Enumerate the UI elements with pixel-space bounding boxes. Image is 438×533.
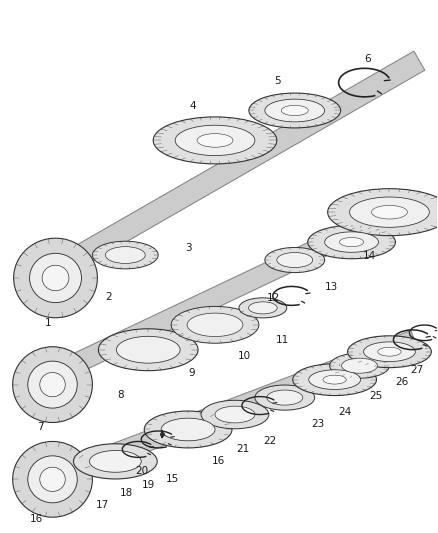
Ellipse shape <box>201 400 269 429</box>
Text: 7: 7 <box>37 423 44 432</box>
Ellipse shape <box>348 336 431 368</box>
Ellipse shape <box>328 189 438 236</box>
Ellipse shape <box>14 238 97 318</box>
Ellipse shape <box>378 348 401 356</box>
Text: 4: 4 <box>190 101 196 110</box>
Ellipse shape <box>308 225 396 259</box>
Text: 24: 24 <box>338 407 351 416</box>
Text: 5: 5 <box>275 76 281 86</box>
Ellipse shape <box>342 358 378 373</box>
Ellipse shape <box>40 373 65 397</box>
Text: 22: 22 <box>263 437 276 447</box>
Ellipse shape <box>197 134 233 147</box>
Ellipse shape <box>13 441 92 517</box>
Polygon shape <box>17 330 418 498</box>
Ellipse shape <box>161 418 215 441</box>
Text: 11: 11 <box>276 335 290 345</box>
Text: 13: 13 <box>325 282 338 292</box>
Text: 1: 1 <box>45 318 52 328</box>
Ellipse shape <box>144 411 232 448</box>
Ellipse shape <box>325 232 378 252</box>
Text: 25: 25 <box>369 391 382 401</box>
Text: 10: 10 <box>237 351 251 361</box>
Text: 3: 3 <box>185 243 191 253</box>
Polygon shape <box>16 201 404 399</box>
Ellipse shape <box>153 117 277 164</box>
Polygon shape <box>15 51 425 300</box>
Text: 21: 21 <box>236 445 250 455</box>
Ellipse shape <box>239 298 287 318</box>
Ellipse shape <box>249 93 341 128</box>
Ellipse shape <box>106 247 145 263</box>
Text: 26: 26 <box>395 377 408 386</box>
Ellipse shape <box>99 329 198 370</box>
Ellipse shape <box>267 390 303 405</box>
Ellipse shape <box>74 444 157 479</box>
Text: 15: 15 <box>166 474 179 484</box>
Ellipse shape <box>255 385 314 410</box>
Text: 23: 23 <box>311 418 324 429</box>
Ellipse shape <box>117 336 180 363</box>
Text: 18: 18 <box>120 488 133 498</box>
Text: 9: 9 <box>189 368 195 378</box>
Ellipse shape <box>309 370 360 390</box>
Ellipse shape <box>171 306 259 343</box>
Text: 16: 16 <box>212 456 225 466</box>
Ellipse shape <box>29 253 81 303</box>
Ellipse shape <box>92 241 158 269</box>
Text: 17: 17 <box>96 500 109 510</box>
Ellipse shape <box>277 253 313 268</box>
Ellipse shape <box>187 313 243 336</box>
Text: 16: 16 <box>30 514 43 524</box>
Ellipse shape <box>323 375 346 384</box>
Ellipse shape <box>89 450 141 472</box>
Text: 12: 12 <box>267 293 280 303</box>
Ellipse shape <box>339 238 364 247</box>
Ellipse shape <box>265 99 325 122</box>
Text: 6: 6 <box>364 54 371 63</box>
Ellipse shape <box>40 467 65 491</box>
Text: 20: 20 <box>136 466 149 477</box>
Text: 8: 8 <box>117 390 124 400</box>
Text: 27: 27 <box>411 365 424 375</box>
Text: 19: 19 <box>141 480 155 490</box>
Ellipse shape <box>28 361 77 408</box>
Text: 2: 2 <box>105 292 112 302</box>
Ellipse shape <box>265 247 325 272</box>
Text: 14: 14 <box>363 251 376 261</box>
Ellipse shape <box>175 125 255 156</box>
Ellipse shape <box>215 406 255 423</box>
Ellipse shape <box>28 456 77 503</box>
Ellipse shape <box>248 302 277 314</box>
Ellipse shape <box>371 205 407 219</box>
Ellipse shape <box>281 106 308 116</box>
Ellipse shape <box>350 197 429 228</box>
Ellipse shape <box>330 353 389 378</box>
Ellipse shape <box>364 342 415 361</box>
Ellipse shape <box>13 347 92 423</box>
Ellipse shape <box>293 364 377 395</box>
Ellipse shape <box>42 265 69 290</box>
